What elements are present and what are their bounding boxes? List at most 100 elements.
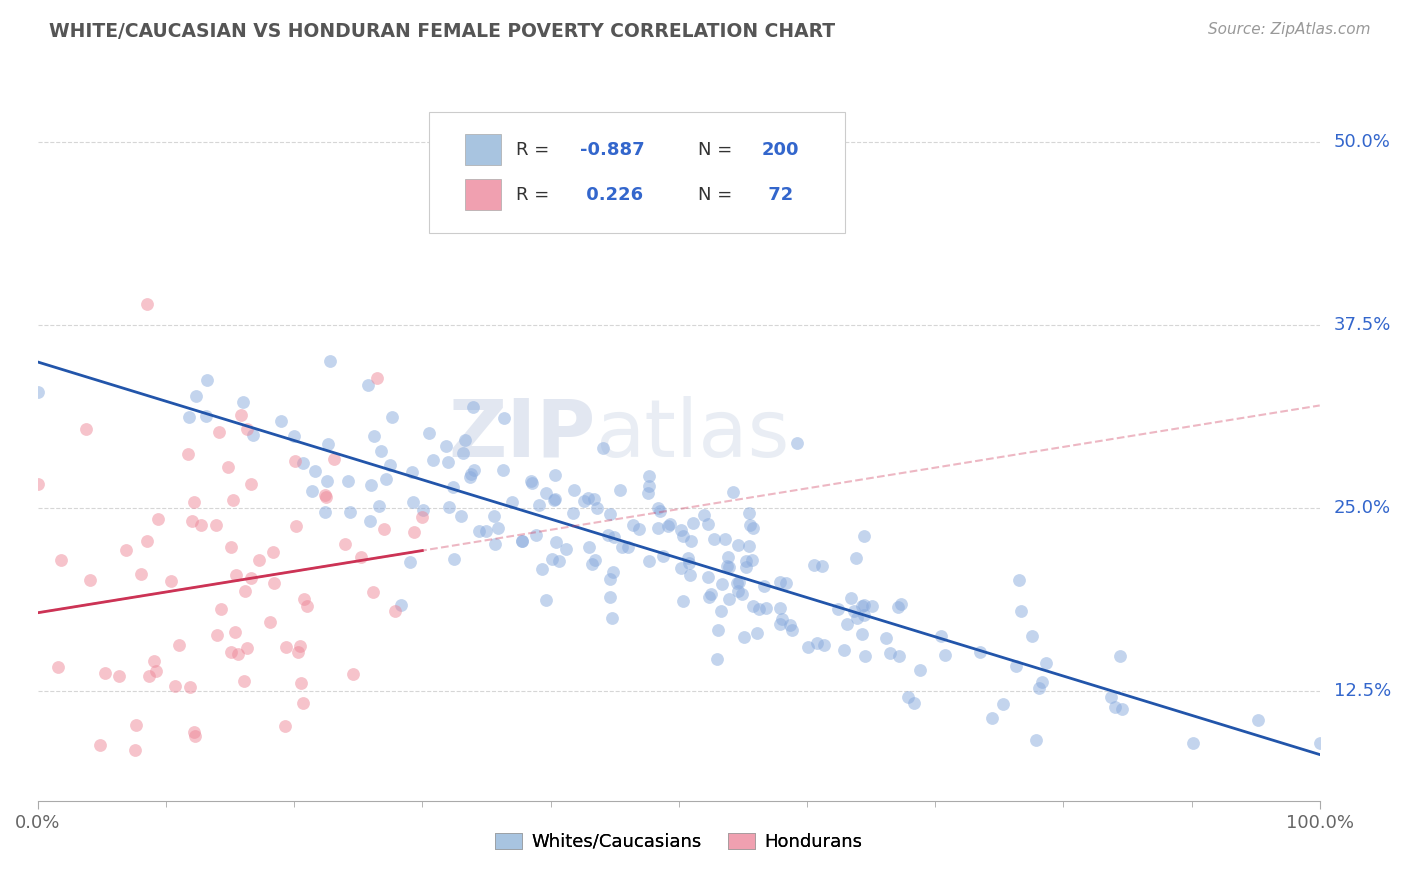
Point <box>585 500 607 515</box>
Point <box>179 410 201 425</box>
Point <box>183 495 205 509</box>
Point <box>610 540 633 554</box>
Point <box>731 586 754 600</box>
Point <box>934 648 956 662</box>
Point <box>474 524 496 538</box>
Point <box>411 509 433 524</box>
Point <box>501 495 523 509</box>
Point <box>524 528 547 542</box>
Point <box>603 530 626 544</box>
FancyBboxPatch shape <box>464 179 501 210</box>
Point <box>283 429 305 443</box>
Point <box>718 591 741 606</box>
Point <box>184 729 207 743</box>
Point <box>860 599 883 614</box>
Point <box>534 486 557 500</box>
Point <box>208 425 231 439</box>
Point <box>623 517 645 532</box>
Point <box>839 591 862 606</box>
Point <box>270 414 292 428</box>
Text: 50.0%: 50.0% <box>1334 133 1391 151</box>
Point <box>599 508 621 522</box>
Point <box>879 646 901 660</box>
Point <box>412 503 434 517</box>
Point <box>679 534 702 549</box>
Point <box>745 626 768 640</box>
Point <box>94 665 117 680</box>
Point <box>366 370 388 384</box>
Point <box>548 553 571 567</box>
Point <box>217 460 239 475</box>
Point <box>738 518 761 533</box>
Point <box>450 508 472 523</box>
Point <box>574 494 596 508</box>
Point <box>108 669 131 683</box>
Point <box>125 718 148 732</box>
Point <box>672 529 695 543</box>
Point <box>190 517 212 532</box>
Point <box>482 508 505 523</box>
Point <box>692 508 714 523</box>
Point <box>599 572 621 586</box>
Point <box>890 597 912 611</box>
Point <box>89 738 111 752</box>
Point <box>1011 603 1033 617</box>
Point <box>142 655 165 669</box>
Point <box>742 599 765 613</box>
Point <box>146 512 169 526</box>
Point <box>219 644 242 658</box>
Point <box>284 454 307 468</box>
Point <box>350 549 373 564</box>
Point <box>678 556 700 570</box>
Text: atlas: atlas <box>595 396 790 474</box>
Point <box>602 566 624 580</box>
Point <box>304 465 326 479</box>
Point <box>274 640 297 654</box>
Point <box>138 668 160 682</box>
Point <box>79 574 101 588</box>
Point <box>179 680 201 694</box>
Point <box>363 429 385 443</box>
Point <box>544 535 567 549</box>
Point <box>887 599 910 614</box>
Point <box>769 617 792 632</box>
Point <box>224 625 246 640</box>
Point <box>929 629 952 643</box>
Point <box>494 410 516 425</box>
Point <box>851 626 873 640</box>
Point <box>437 455 460 469</box>
Point <box>236 640 259 655</box>
Point <box>1031 675 1053 690</box>
Point <box>647 501 669 516</box>
Point <box>284 519 307 533</box>
Point <box>531 562 554 576</box>
Point <box>734 554 756 568</box>
Point <box>195 373 218 387</box>
Text: 37.5%: 37.5% <box>1334 316 1391 334</box>
Point <box>806 636 828 650</box>
Point <box>486 520 509 534</box>
Point <box>209 602 232 616</box>
FancyBboxPatch shape <box>464 135 501 165</box>
Point <box>336 474 359 488</box>
Point <box>454 433 477 447</box>
Point <box>1021 629 1043 643</box>
Point <box>602 611 624 625</box>
Point <box>786 436 808 450</box>
Point <box>1004 659 1026 673</box>
Point <box>845 610 868 624</box>
Point <box>853 607 876 622</box>
Point <box>235 422 257 436</box>
Point <box>581 557 603 571</box>
Point <box>728 574 751 589</box>
Point <box>780 623 803 637</box>
Point <box>333 537 356 551</box>
Point <box>131 567 153 582</box>
Point <box>180 514 202 528</box>
Text: ZIP: ZIP <box>449 396 595 474</box>
Point <box>875 631 897 645</box>
Point <box>554 541 576 556</box>
Point <box>1104 700 1126 714</box>
Point <box>652 549 675 563</box>
Point <box>402 495 425 509</box>
